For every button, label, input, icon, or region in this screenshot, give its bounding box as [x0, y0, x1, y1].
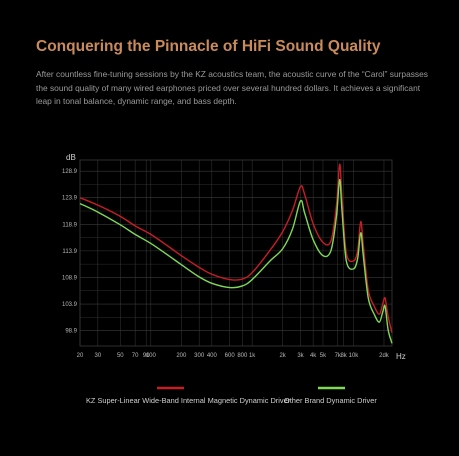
y-tick-label: 108.9	[62, 275, 78, 281]
x-tick-label: 5k	[320, 353, 327, 359]
x-tick-label: 400	[207, 353, 218, 359]
x-tick-label: 200	[176, 353, 187, 359]
grid	[79, 160, 392, 346]
description-text: After countless fine-tuning sessions by …	[36, 69, 428, 107]
x-tick-label: 3k	[297, 353, 304, 359]
y-tick-label: 128.9	[62, 169, 78, 175]
x-tick-label: 50	[117, 353, 124, 359]
x-tick-label: 10k	[349, 353, 360, 359]
kz-driver-curve	[79, 163, 393, 333]
legend-label: KZ Super-Linear Wide-Band Internal Magne…	[86, 396, 291, 405]
x-tick-label: 20	[77, 353, 84, 359]
x-tick-label: 600	[225, 353, 236, 359]
series-lines	[79, 163, 393, 344]
x-tick-label: 2k	[279, 353, 286, 359]
y-axis-ticks: 128.9 123.9 118.9 113.9 108.9 103.9 98.9	[62, 169, 78, 334]
x-tick-label: 8k	[340, 353, 347, 359]
x-tick-label: 1k	[249, 353, 256, 359]
y-axis-label: dB	[66, 153, 76, 162]
y-tick-label: 113.9	[62, 249, 77, 255]
x-tick-label: 800	[237, 353, 248, 359]
y-tick-label: 103.9	[62, 302, 78, 308]
x-tick-label: 70	[132, 353, 139, 359]
page-title: Conquering the Pinnacle of HiFi Sound Qu…	[36, 38, 381, 55]
x-tick-label: 100	[146, 353, 157, 359]
legend-label: Other Brand Dynamic Driver	[284, 396, 377, 405]
other-brand-curve	[79, 178, 393, 344]
y-tick-label: 98.9	[65, 329, 77, 335]
x-tick-label: 30	[94, 353, 101, 359]
y-tick-label: 123.9	[62, 196, 78, 202]
legend: KZ Super-Linear Wide-Band Internal Magne…	[86, 386, 377, 405]
x-axis-label: Hz	[396, 352, 406, 361]
x-tick-label: 7k	[335, 353, 342, 359]
x-tick-label: 300	[194, 353, 205, 359]
y-tick-label: 118.9	[62, 222, 77, 228]
x-tick-label: 4k	[310, 353, 317, 359]
plot-frame	[79, 159, 393, 347]
x-tick-label: 90	[143, 353, 150, 359]
x-tick-label: 2dk	[379, 353, 390, 359]
